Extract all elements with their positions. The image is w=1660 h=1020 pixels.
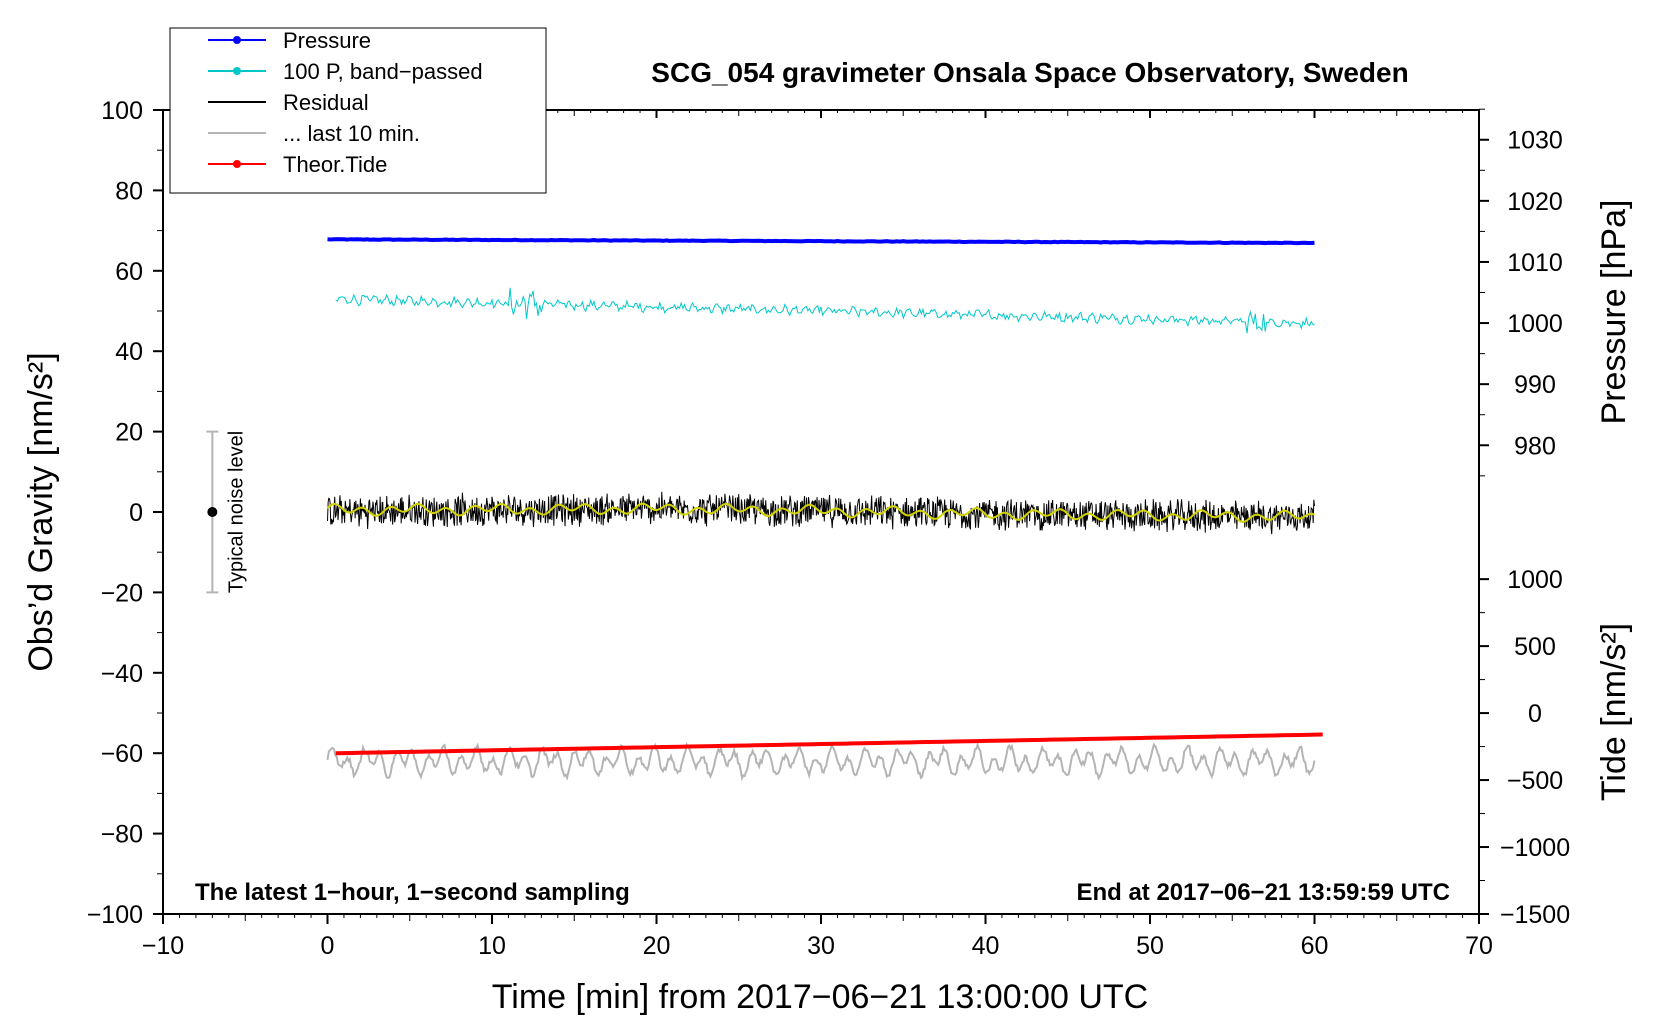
x-tick-label: 20 xyxy=(643,932,671,960)
end-time-note: End at 2017−06−21 13:59:59 UTC xyxy=(1076,879,1450,906)
y-tick-label: 0 xyxy=(129,499,143,527)
pressure-line xyxy=(327,237,1315,246)
residual-smoothed-line xyxy=(326,502,1315,523)
legend-label: 100 P, band−passed xyxy=(283,59,483,84)
legend: Pressure 100 P, band−passed Residual ... la… xyxy=(169,27,547,194)
legend-label: Residual xyxy=(283,90,369,115)
tide-tick-label: 0 xyxy=(1528,700,1542,728)
x-tick-label: 60 xyxy=(1301,932,1329,960)
x-tick-label: 0 xyxy=(321,932,335,960)
last-10-min-line xyxy=(326,741,1316,782)
tide-tick-label: 500 xyxy=(1514,633,1556,661)
y-tick-label: 60 xyxy=(115,258,143,286)
x-tick-label: 30 xyxy=(807,932,835,960)
tide-tick-label: 1000 xyxy=(1507,566,1563,594)
tide-tick-label: −500 xyxy=(1507,767,1563,795)
y-tick-label: −20 xyxy=(101,579,143,607)
y-tick-label: 40 xyxy=(115,338,143,366)
pressure-tick-label: 990 xyxy=(1514,371,1556,399)
y-tick-label: −60 xyxy=(101,740,143,768)
axes-layer: −10 0 10 20 30 40 50 60 70−100−80−60−40−20020406… xyxy=(87,97,1570,960)
tide-axis-title: Tide [nm/s²] xyxy=(1595,623,1633,801)
x-tick-label: 50 xyxy=(1136,932,1164,960)
residual-line xyxy=(327,491,1315,535)
legend-label: ... last 10 min. xyxy=(283,121,420,146)
tide-tick-label: −1000 xyxy=(1500,834,1570,862)
x-axis-title: Time [min] from 2017−06−21 13:00:00 UTC xyxy=(492,978,1148,1016)
noise-bar-label: Typical noise level xyxy=(225,431,247,593)
pressure-tick-label: 1030 xyxy=(1507,127,1563,155)
pressure-tick-label: 1010 xyxy=(1507,249,1563,277)
pressure-tick-label: 1020 xyxy=(1507,188,1563,216)
pressure-tick-label: 1000 xyxy=(1507,310,1563,338)
legend-marker xyxy=(233,36,241,44)
pressure-axis-title: Pressure [hPa] xyxy=(1595,200,1633,425)
band-passed-pressure-line xyxy=(335,287,1315,334)
y-tick-label: 80 xyxy=(115,177,143,205)
y-tick-label: −40 xyxy=(101,660,143,688)
series-layer xyxy=(326,237,1323,782)
theoretical-tide-line xyxy=(335,732,1323,756)
pressure-tick-label: 980 xyxy=(1514,432,1556,460)
y-tick-label: 20 xyxy=(115,419,143,447)
y-tick-label: 100 xyxy=(101,97,143,125)
x-tick-label: 70 xyxy=(1465,932,1493,960)
y-tick-label: −100 xyxy=(87,901,143,929)
chart-title: SCG_054 gravimeter Onsala Space Observat… xyxy=(651,57,1408,88)
sampling-note: The latest 1−hour, 1−second sampling xyxy=(195,879,630,906)
legend-box xyxy=(169,27,547,194)
y-tick-label: −80 xyxy=(101,821,143,849)
x-tick-label: 40 xyxy=(972,932,1000,960)
legend-marker xyxy=(233,160,241,168)
x-tick-label: −10 xyxy=(142,932,184,960)
y-axis-title: Obs’d Gravity [nm/s²] xyxy=(22,352,60,671)
noise-bar-group: Typical noise level xyxy=(206,430,247,594)
noise-bar-point xyxy=(207,507,218,517)
x-tick-label: 10 xyxy=(478,932,506,960)
tide-tick-label: −1500 xyxy=(1500,901,1570,929)
legend-marker xyxy=(233,67,241,75)
legend-label: Theor.Tide xyxy=(283,152,387,177)
legend-label: Pressure xyxy=(283,28,371,53)
